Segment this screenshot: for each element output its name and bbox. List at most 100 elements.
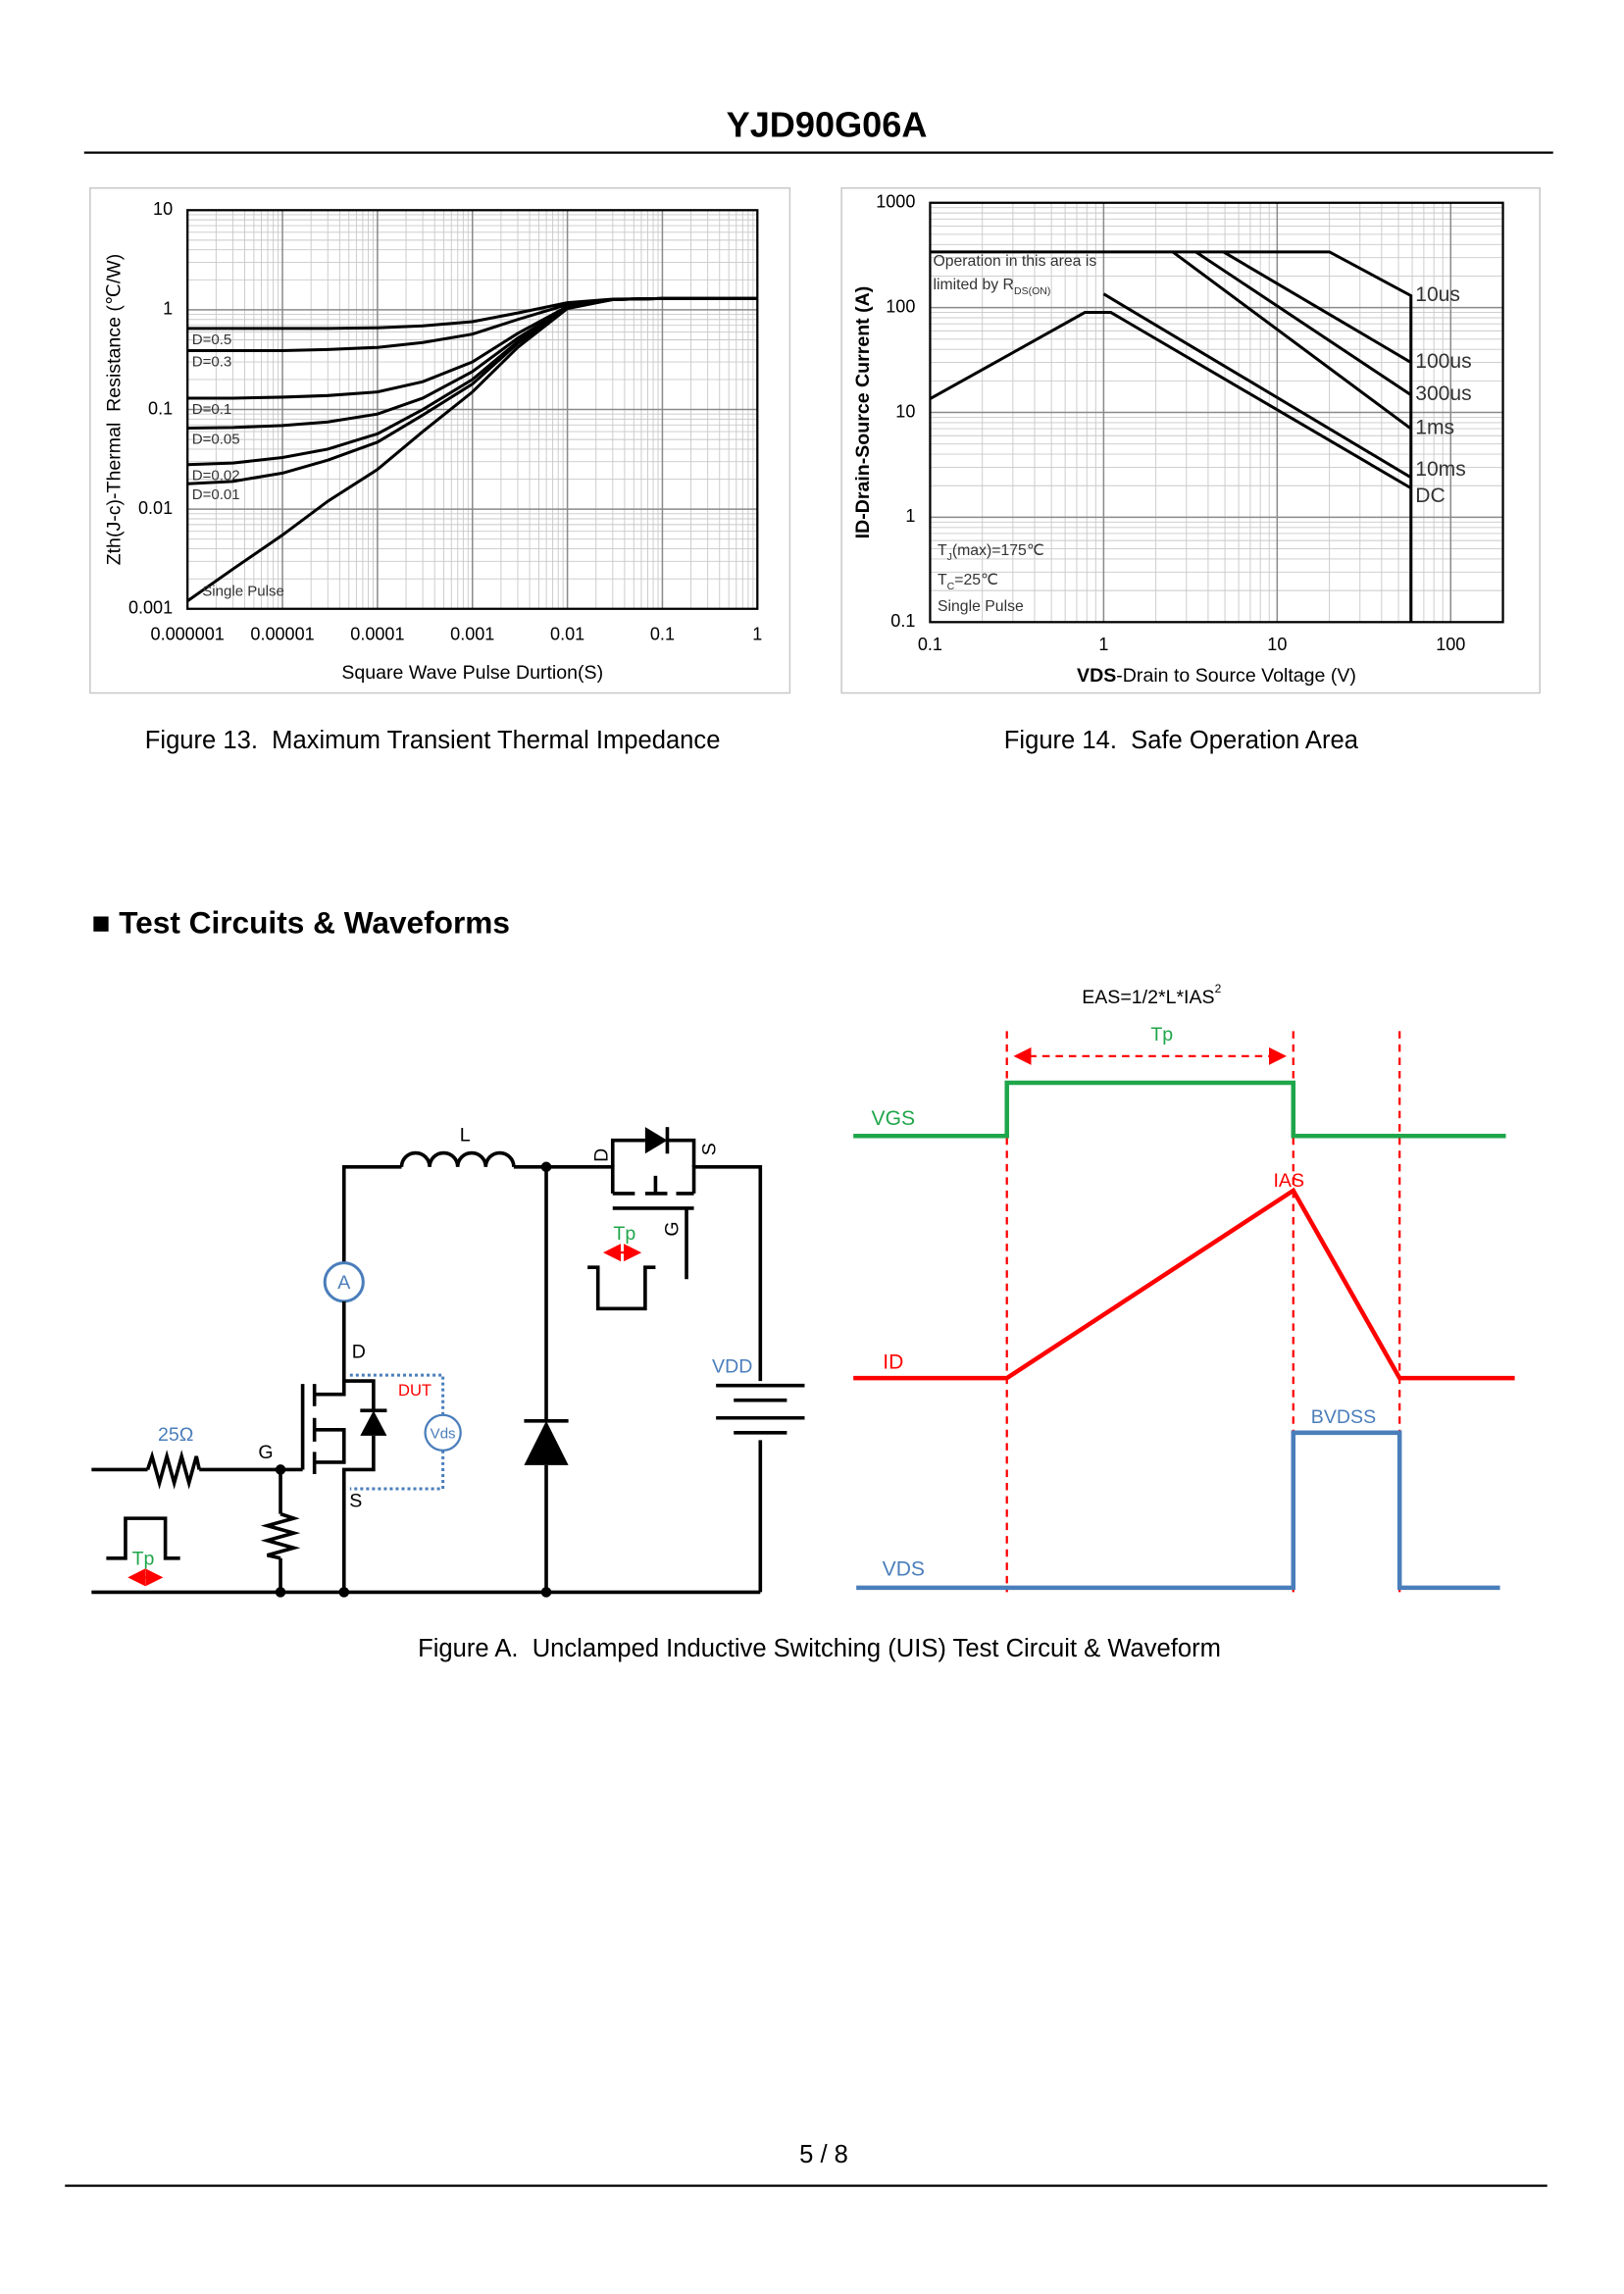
- x-tick-label: 0.00001: [250, 625, 314, 644]
- wire: [314, 1300, 376, 1593]
- series-label: 1ms: [1415, 417, 1454, 439]
- supply-label: VDD: [712, 1356, 752, 1378]
- pulse-width-label: Tp: [1150, 1024, 1173, 1045]
- vds-label: VDS: [883, 1557, 925, 1580]
- drain-label: D: [352, 1342, 366, 1363]
- plot-border: [186, 209, 759, 610]
- body-diode: [360, 1410, 387, 1436]
- y-tick-label: 0.01: [138, 498, 173, 518]
- y-axis-label: Zth(J-c)-Thermal Resistance (℃/W): [104, 254, 126, 566]
- inductor: [399, 1150, 516, 1167]
- waveform: EAS=1/2*L*IAS2 Tp VGS IAS ID BVDSS VDS: [853, 982, 1515, 1593]
- vds-probe: [424, 1413, 462, 1452]
- dut-box: [349, 1373, 445, 1491]
- ammeter: [323, 1261, 365, 1303]
- switch-pulse: [587, 1265, 656, 1311]
- series-label: 300us: [1415, 382, 1471, 405]
- curve: [186, 296, 758, 602]
- x-tick-label: 0.000001: [151, 625, 225, 644]
- dut-mosfet: [300, 1384, 346, 1474]
- eas-formula: EAS=1/2*L*IAS2: [1082, 982, 1221, 1008]
- gate-pulse: [106, 1516, 180, 1560]
- x-tick-label: 1: [1098, 635, 1108, 654]
- x-axis-label: VDS-Drain to Source Voltage (V): [1077, 665, 1356, 687]
- series-label: D=0.05: [192, 432, 240, 448]
- ammeter-label: A: [337, 1272, 351, 1294]
- chart: 0.1 1 10 100 0.1 1 10 100 1000 10us 100us 300us 1ms 1…: [840, 186, 1541, 754]
- figure-caption: Figure 13. Maximum Transient Thermal Imp…: [145, 727, 721, 754]
- x-axis-label-part: VDS: [1077, 665, 1116, 687]
- x-tick-label: 100: [1436, 635, 1465, 654]
- battery: [716, 1383, 805, 1593]
- chart: 0.000001 0.00001 0.0001 0.001 0.01 0.1 1 0.001 0…: [89, 186, 791, 754]
- x-tick-label: 0.1: [918, 635, 942, 654]
- annotation: TC=25℃: [938, 572, 998, 592]
- y-tick-label: 0.001: [128, 598, 173, 618]
- annotation-text: (max)=175℃: [952, 542, 1044, 559]
- source-label: S: [349, 1491, 362, 1512]
- annotation-text: T: [938, 572, 947, 588]
- eas-text: EAS=1/2*L*IAS: [1082, 987, 1214, 1008]
- series-label: D=0.1: [192, 401, 232, 418]
- annotation-text: Operation in this area is: [933, 253, 1096, 270]
- annotation-text: T: [938, 542, 947, 559]
- annotation-text: Single Pulse: [938, 598, 1024, 615]
- annotation: TJ(max)=175℃: [938, 542, 1044, 563]
- y-tick-label: 1000: [876, 192, 915, 212]
- x-tick-label: 0.1: [650, 625, 675, 644]
- series-label: DC: [1415, 484, 1445, 507]
- x-axis-label-part: -Drain to Source Voltage (V): [1116, 665, 1356, 687]
- section-title: ■ Test Circuits & Waveforms: [91, 904, 510, 940]
- plot-border: [929, 201, 1504, 624]
- series-label: 100us: [1415, 350, 1471, 373]
- annotation-subscript: C: [947, 581, 955, 592]
- junction: [338, 1587, 350, 1598]
- inductor-label: L: [460, 1124, 471, 1146]
- y-tick-label: 1: [905, 506, 915, 526]
- curve: [930, 250, 1413, 623]
- y-axis-label: ID-Drain-Source Current (A): [852, 286, 874, 539]
- dut-label: DUT: [398, 1381, 431, 1400]
- y-tick-label: 10: [153, 199, 173, 219]
- freewheel-diode: [524, 1420, 569, 1465]
- y-tick-label: 0.1: [148, 398, 173, 418]
- switch-pulse-label: Tp: [613, 1223, 635, 1245]
- x-tick-label: 0.01: [550, 625, 584, 644]
- curve: [1194, 250, 1412, 396]
- curve: [1171, 250, 1412, 431]
- figure-caption: Figure 14. Safe Operation Area: [1004, 727, 1359, 754]
- gate-pulldown-resistor: [260, 1511, 301, 1560]
- page-title: YJD90G06A: [727, 105, 928, 145]
- annotation-subscript: J: [947, 551, 952, 563]
- series-label: Single Pulse: [202, 584, 284, 600]
- x-tick-label: 0.001: [450, 625, 494, 644]
- vgs-label: VGS: [872, 1107, 915, 1130]
- vds-trace: [856, 1430, 1500, 1591]
- series-label: D=0.02: [192, 468, 240, 484]
- eas-superscript: 2: [1215, 982, 1222, 995]
- curve: [1222, 250, 1412, 364]
- curve: [1102, 292, 1412, 480]
- bvdss-label: BVDSS: [1311, 1406, 1376, 1428]
- x-tick-label: 1: [752, 625, 762, 644]
- y-tick-label: 1: [163, 299, 173, 319]
- series-label: 10ms: [1415, 458, 1466, 481]
- series-label: 10us: [1415, 283, 1460, 306]
- id-trace: [853, 1187, 1515, 1381]
- annotation-subscript: DS(ON): [1014, 285, 1050, 297]
- gate-pulse-label: Tp: [132, 1548, 155, 1569]
- junction: [540, 1161, 552, 1173]
- x-tick-label: 10: [1267, 635, 1287, 654]
- switch-gate-label: G: [662, 1221, 684, 1236]
- switch-mosfet: [612, 1192, 694, 1280]
- series-label: D=0.3: [192, 353, 232, 370]
- y-tick-label: 0.1: [890, 611, 915, 631]
- switch-source-label: S: [698, 1143, 720, 1155]
- wire: [610, 1138, 696, 1167]
- annotation-text: limited by R: [933, 277, 1014, 293]
- circuit: D S G Tp L A Vds DUT D S G 25Ω Tp VDD: [91, 1124, 805, 1598]
- vds-probe-label: Vds: [431, 1425, 456, 1442]
- junction: [540, 1587, 552, 1598]
- switch-diode: [644, 1127, 668, 1154]
